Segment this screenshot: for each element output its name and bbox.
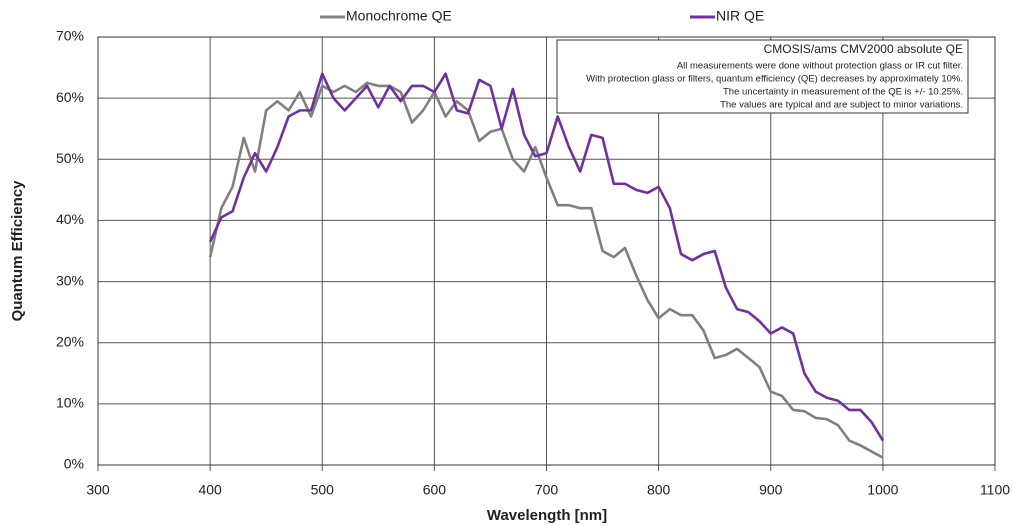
y-tick-label: 0% bbox=[64, 456, 84, 472]
annotation-text: CMOSIS/ams CMV2000 absolute QE bbox=[764, 42, 963, 56]
y-tick-label: 10% bbox=[56, 395, 84, 411]
x-tick-label: 1100 bbox=[980, 482, 1010, 498]
x-tick-label: 900 bbox=[759, 482, 783, 498]
series-line bbox=[208, 81, 884, 459]
y-tick-label: 70% bbox=[56, 28, 84, 44]
x-tick-label: 400 bbox=[198, 482, 222, 498]
x-axis-label: Wavelength [nm] bbox=[487, 507, 607, 524]
y-tick-label: 60% bbox=[56, 89, 84, 105]
y-tick-label: 50% bbox=[56, 150, 84, 166]
legend-label: NIR QE bbox=[716, 8, 764, 24]
plot-border bbox=[97, 36, 996, 466]
y-tick-label: 30% bbox=[56, 272, 84, 288]
annotation-text: The values are typical and are subject t… bbox=[720, 100, 963, 111]
y-axis-label: Quantum Efficiency bbox=[9, 180, 26, 322]
annotation-box bbox=[556, 39, 969, 114]
annotation-text: With protection glass or filters, quantu… bbox=[586, 74, 963, 85]
x-tick-label: 300 bbox=[86, 482, 110, 498]
x-tick-label: 700 bbox=[535, 482, 559, 498]
y-tick-label: 40% bbox=[56, 211, 84, 227]
x-tick-label: 600 bbox=[423, 482, 447, 498]
x-tick-label: 800 bbox=[647, 482, 671, 498]
annotation-text: The uncertainty in measurement of the QE… bbox=[723, 87, 963, 98]
annotation-text: All measurements were done without prote… bbox=[677, 61, 963, 72]
x-tick-label: 500 bbox=[311, 482, 335, 498]
x-tick-label: 1000 bbox=[867, 482, 898, 498]
series-line bbox=[208, 72, 884, 442]
legend-label: Monochrome QE bbox=[346, 8, 452, 24]
y-tick-label: 20% bbox=[56, 333, 84, 349]
